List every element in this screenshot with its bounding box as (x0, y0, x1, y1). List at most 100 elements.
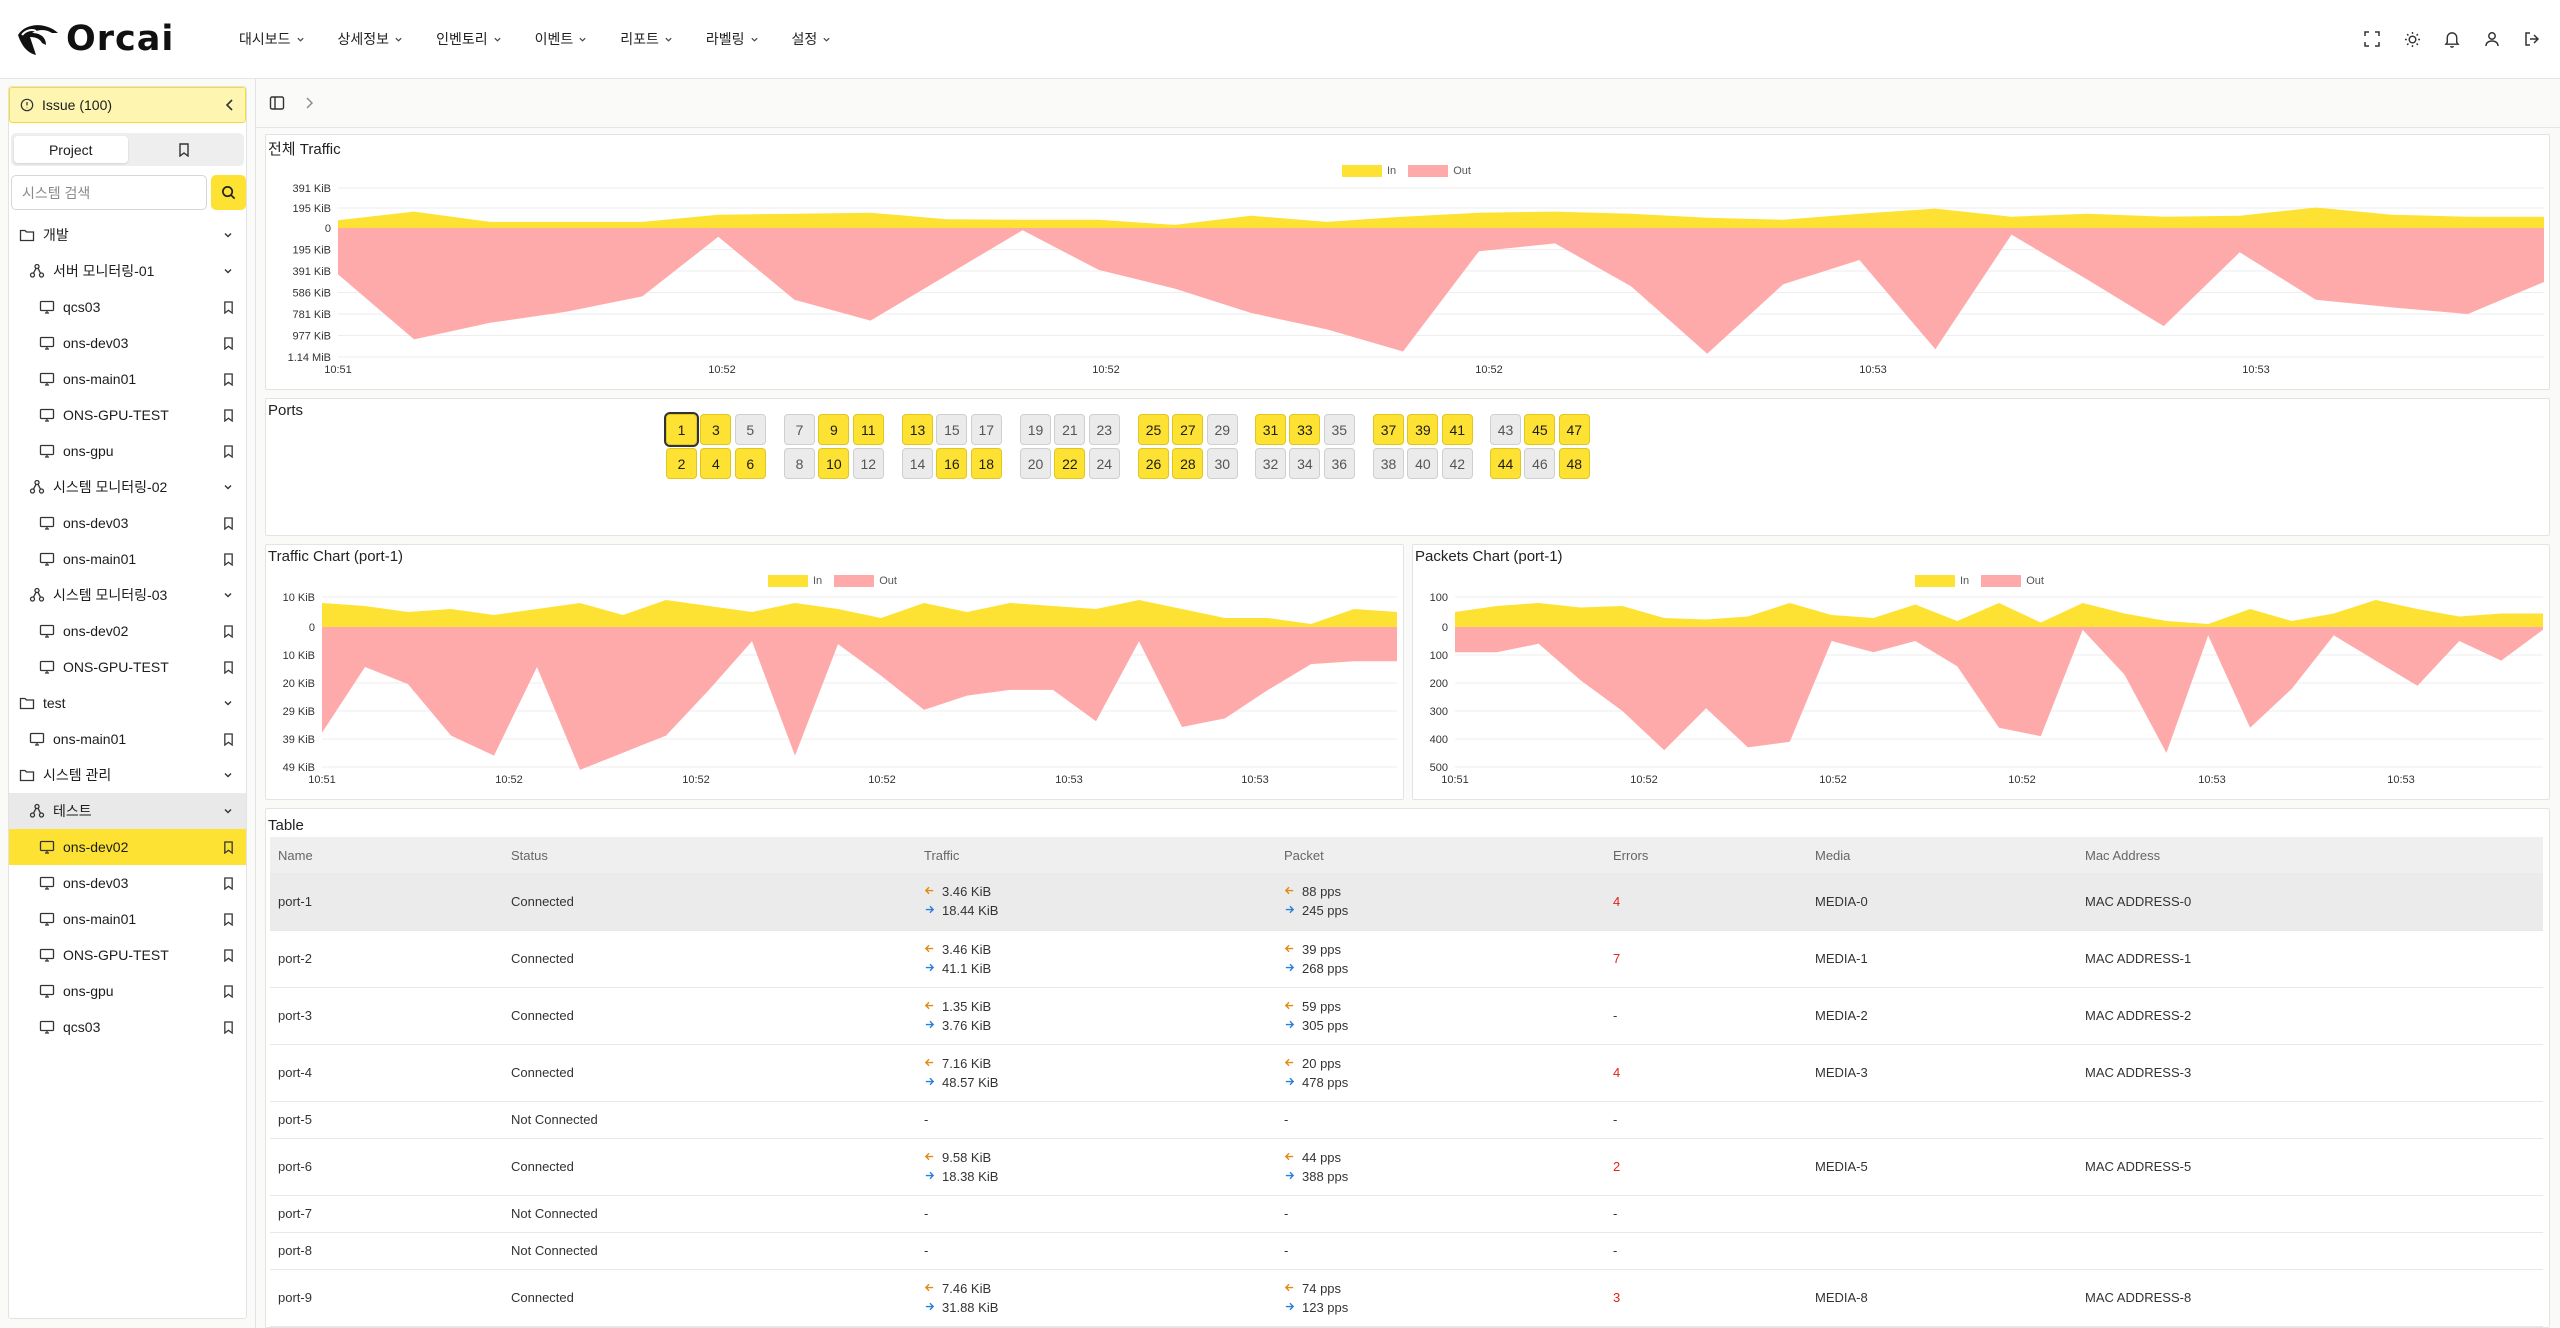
bookmark-icon[interactable] (220, 731, 236, 747)
legend-in-swatch[interactable] (768, 575, 808, 587)
port-27-button[interactable]: 27 (1172, 414, 1204, 445)
nav-item-2[interactable]: 인벤토리 (436, 29, 502, 49)
port-14-button[interactable]: 14 (902, 448, 933, 479)
brand-logo[interactable]: Orcai (16, 19, 201, 59)
table-row[interactable]: port-1 Connected 3.46 KiB 18.44 KiB 88 pps 24… (270, 873, 2543, 931)
port-31-button[interactable]: 31 (1255, 414, 1286, 445)
tree-item-group[interactable]: 시스템 모니터링-02 (9, 469, 246, 505)
series-out-area[interactable] (322, 627, 1397, 770)
tree-item-system[interactable]: ons-dev03 (9, 325, 246, 361)
tree-item-system[interactable]: ons-dev03 (9, 865, 246, 901)
port-33-button[interactable]: 33 (1289, 414, 1321, 445)
port-23-button[interactable]: 23 (1088, 414, 1120, 445)
bookmark-icon[interactable] (220, 299, 236, 315)
port-11-button[interactable]: 11 (852, 414, 884, 445)
table-row[interactable]: port-5 Not Connected - - - (270, 1101, 2543, 1139)
bookmark-icon[interactable] (220, 1019, 236, 1035)
tree-item-system[interactable]: ONS-GPU-TEST (9, 649, 246, 685)
tree-item-system[interactable]: ons-dev02 (9, 613, 246, 649)
tree-item-folder[interactable]: 개발 (9, 217, 246, 253)
total-traffic-chart[interactable]: 391 KiB 195 KiB 0 195 KiB 391 KiB 586 KiB 781 … (266, 135, 2549, 389)
port-47-button[interactable]: 47 (1558, 414, 1590, 445)
chevron-left-icon[interactable] (225, 99, 235, 111)
port-39-button[interactable]: 39 (1407, 414, 1439, 445)
tree-item-system[interactable]: ONS-GPU-TEST (9, 937, 246, 973)
series-out-area[interactable] (1455, 627, 2543, 753)
port-7-button[interactable]: 7 (784, 414, 815, 445)
table-row[interactable]: port-7 Not Connected - - - (270, 1195, 2543, 1233)
tree-item-system[interactable]: ons-dev03 (9, 505, 246, 541)
tree-item-system[interactable]: ons-gpu (9, 973, 246, 1009)
nav-item-6[interactable]: 설정 (792, 29, 832, 49)
tree-item-folder[interactable]: test (9, 685, 246, 721)
col-header-1[interactable]: Status (503, 837, 916, 873)
tree-item-system[interactable]: qcs03 (9, 289, 246, 325)
table-row[interactable]: port-6 Connected 9.58 KiB 18.38 KiB 44 pps 38… (270, 1138, 2543, 1196)
chevron-down-icon[interactable] (220, 227, 236, 243)
port-29-button[interactable]: 29 (1206, 414, 1238, 445)
chevron-down-icon[interactable] (220, 803, 236, 819)
bookmark-icon[interactable] (220, 911, 236, 927)
port-43-button[interactable]: 43 (1490, 414, 1521, 445)
bookmark-icon[interactable] (220, 551, 236, 567)
tree-item-group[interactable]: 시스템 모니터링-03 (9, 577, 246, 613)
legend-out-swatch[interactable] (1981, 575, 2022, 587)
bookmark-icon[interactable] (220, 335, 236, 351)
tree-item-group[interactable]: 테스트 (9, 793, 246, 829)
sidebar-divider[interactable] (255, 79, 256, 1328)
port-30-button[interactable]: 30 (1206, 448, 1238, 479)
bookmark-icon[interactable] (220, 407, 236, 423)
port-3-button[interactable]: 3 (700, 414, 732, 445)
chevron-down-icon[interactable] (220, 479, 236, 495)
table-row[interactable]: port-2 Connected 3.46 KiB 41.1 KiB 39 pps 268… (270, 930, 2543, 988)
bookmark-icon[interactable] (220, 875, 236, 891)
chevron-down-icon[interactable] (220, 263, 236, 279)
port-8-button[interactable]: 8 (784, 448, 815, 479)
bell-icon[interactable] (2440, 27, 2464, 51)
port-18-button[interactable]: 18 (970, 448, 1002, 479)
nav-item-0[interactable]: 대시보드 (239, 29, 305, 49)
chevron-down-icon[interactable] (220, 587, 236, 603)
port-17-button[interactable]: 17 (970, 414, 1002, 445)
bookmark-icon[interactable] (220, 515, 236, 531)
bookmark-icon[interactable] (220, 623, 236, 639)
tree-item-system[interactable]: ons-gpu (9, 433, 246, 469)
toggle-sidebar-icon[interactable] (268, 94, 286, 112)
tab-bookmarks[interactable] (128, 136, 242, 163)
port-36-button[interactable]: 36 (1323, 448, 1355, 479)
port-13-button[interactable]: 13 (902, 414, 933, 445)
port-21-button[interactable]: 21 (1054, 414, 1086, 445)
port-42-button[interactable]: 42 (1441, 448, 1473, 479)
series-in-area[interactable] (338, 207, 2544, 229)
nav-item-1[interactable]: 상세정보 (338, 29, 404, 49)
table-row[interactable]: port-8 Not Connected - - - (270, 1232, 2543, 1270)
col-header-2[interactable]: Traffic (916, 837, 1276, 873)
tab-project[interactable]: Project (14, 136, 128, 163)
port-46-button[interactable]: 46 (1524, 448, 1556, 479)
user-icon[interactable] (2480, 27, 2504, 51)
port-37-button[interactable]: 37 (1373, 414, 1404, 445)
table-row[interactable]: port-3 Connected 1.35 KiB 3.76 KiB 59 pps 305… (270, 987, 2543, 1045)
tree-item-system[interactable]: ons-dev02 (9, 829, 246, 865)
port-26-button[interactable]: 26 (1138, 448, 1169, 479)
bookmark-icon[interactable] (220, 947, 236, 963)
port-24-button[interactable]: 24 (1088, 448, 1120, 479)
port-9-button[interactable]: 9 (818, 414, 850, 445)
search-button[interactable] (211, 175, 246, 210)
table-row[interactable]: port-4 Connected 7.16 KiB 48.57 KiB 20 pps 47… (270, 1044, 2543, 1102)
series-in-area[interactable] (1455, 600, 2543, 627)
col-header-3[interactable]: Packet (1276, 837, 1605, 873)
table-row[interactable]: port-9 Connected 7.46 KiB 31.88 KiB 74 pps 12… (270, 1269, 2543, 1327)
port-38-button[interactable]: 38 (1373, 448, 1404, 479)
tree-item-system[interactable]: ons-main01 (9, 361, 246, 397)
tree-item-system[interactable]: ONS-GPU-TEST (9, 397, 246, 433)
legend-out-swatch[interactable] (834, 575, 875, 587)
port-12-button[interactable]: 12 (852, 448, 884, 479)
tree-item-system[interactable]: qcs03 (9, 1009, 246, 1045)
col-header-5[interactable]: Media (1807, 837, 2077, 873)
legend-in-swatch[interactable] (1342, 165, 1382, 177)
port-19-button[interactable]: 19 (1020, 414, 1051, 445)
bookmark-icon[interactable] (220, 983, 236, 999)
tree-item-folder[interactable]: 시스템 관리 (9, 757, 246, 793)
